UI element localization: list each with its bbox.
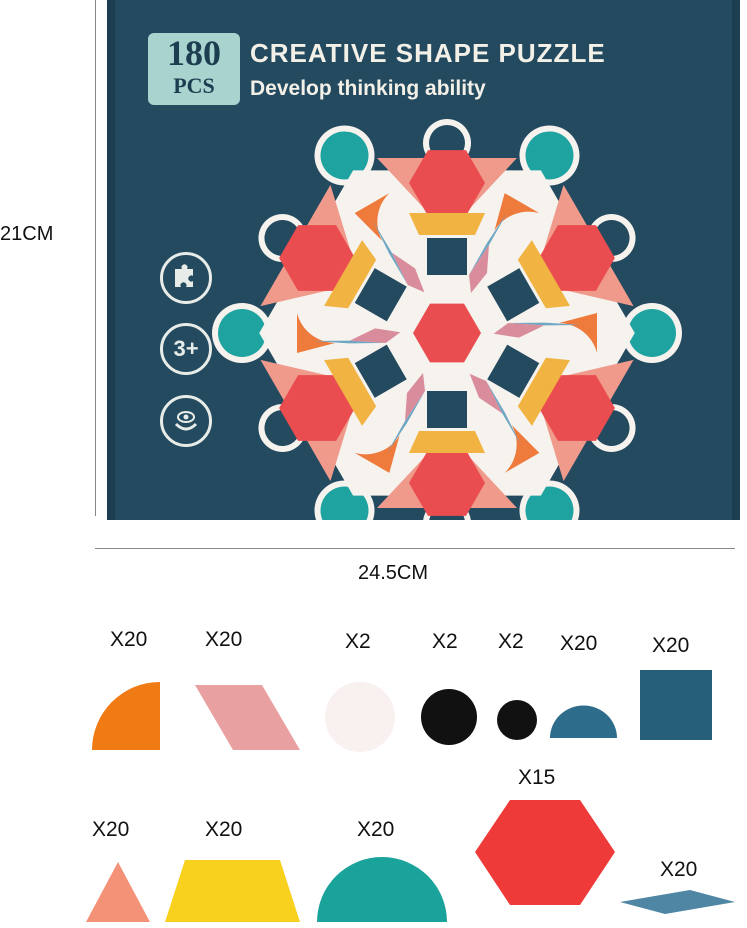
small-semicircle-piece — [550, 705, 617, 738]
quantity-label-medium-circle: X2 — [432, 630, 458, 653]
blue-rhombus — [313, 340, 386, 344]
navy-square — [487, 268, 540, 322]
rhombus-piece — [620, 890, 735, 914]
blue-rhombus — [508, 322, 581, 326]
quantity-label-hexagon: X15 — [518, 766, 556, 789]
teal-semicircle — [525, 486, 574, 520]
box-flap-left — [107, 0, 115, 520]
box-flap-right — [732, 0, 740, 520]
teal-semicircle — [525, 131, 574, 180]
teal-semicircle — [628, 309, 676, 357]
large-semicircle-piece — [317, 857, 447, 922]
puzzle-pieces-icon — [160, 252, 212, 304]
badge-number: 180 — [167, 33, 221, 73]
parallelogram-piece — [195, 685, 300, 750]
mauve-rhombus — [349, 328, 401, 343]
hexagon-piece — [475, 800, 615, 905]
quantity-label-semicircle-large: X20 — [357, 818, 395, 841]
orange-quarter — [297, 313, 335, 353]
red-hexagon — [538, 225, 615, 291]
red-hexagon — [279, 375, 356, 441]
blue-rhombus — [387, 391, 425, 453]
pieces-illustration — [86, 670, 735, 922]
mauve-rhombus — [469, 245, 489, 293]
mandala-illustration — [212, 119, 682, 520]
triangle-piece — [86, 862, 150, 922]
red-hexagon — [409, 150, 485, 216]
navy-square — [487, 344, 540, 398]
yellow-trapezoid — [324, 357, 377, 426]
square-piece — [640, 670, 712, 740]
height-label: 21CM — [0, 223, 54, 245]
quantity-label-triangle: X20 — [92, 818, 130, 841]
width-dimension-line — [95, 548, 735, 549]
navy-square — [427, 391, 467, 428]
quantity-label-trapezoid: X20 — [205, 818, 243, 841]
yellow-trapezoid — [409, 213, 485, 235]
quantity-label-rhombus: X20 — [660, 858, 698, 881]
quantity-label-small-circle: X2 — [498, 630, 524, 653]
teal-semicircle — [320, 486, 369, 520]
height-dimension-line — [95, 0, 96, 516]
badge-unit: PCS — [173, 73, 215, 98]
eye-hand-icon — [160, 395, 212, 447]
yellow-trapezoid — [409, 431, 485, 453]
yellow-trapezoid — [517, 357, 570, 426]
red-hexagon — [279, 225, 356, 291]
navy-square — [354, 344, 407, 398]
red-hexagon — [538, 375, 615, 441]
piece-count-badge: 180 PCS — [148, 33, 240, 105]
orange-quarter — [354, 434, 400, 473]
blue-rhombus — [469, 213, 507, 275]
mauve-rhombus — [405, 373, 425, 421]
orange-quarter — [494, 193, 540, 232]
quarter-circle-piece — [92, 682, 160, 750]
center-red-hexagon — [413, 303, 481, 363]
medium-circle-piece — [421, 689, 477, 745]
orange-quarter — [354, 193, 390, 242]
orange-quarter — [559, 313, 597, 353]
width-label: 24.5CM — [358, 562, 429, 584]
quantity-label-large-circle: X2 — [345, 630, 371, 653]
teal-semicircle — [320, 131, 369, 180]
quantity-label-parallelogram: X20 — [205, 628, 243, 651]
quantity-label-quarter-circle: X20 — [110, 628, 148, 651]
orange-quarter — [504, 424, 540, 473]
quantity-label-square: X20 — [652, 634, 690, 657]
navy-square — [427, 238, 467, 275]
box-subtitle: Develop thinking ability — [250, 77, 486, 100]
mauve-rhombus — [391, 252, 425, 293]
teal-semicircle — [218, 309, 266, 357]
yellow-trapezoid — [324, 240, 377, 309]
navy-square — [354, 268, 407, 322]
small-circle-piece — [497, 700, 537, 740]
blue-rhombus — [486, 381, 521, 445]
quantity-label-semicircle-small: X20 — [560, 632, 598, 655]
mauve-rhombus — [493, 323, 545, 338]
trapezoid-piece — [165, 860, 300, 922]
age-3-plus-icon: 3+ — [160, 323, 212, 375]
mauve-rhombus — [469, 373, 503, 414]
red-hexagon — [409, 450, 485, 516]
box-title: CREATIVE SHAPE PUZZLE — [250, 38, 606, 68]
yellow-trapezoid — [517, 240, 570, 309]
blue-rhombus — [373, 221, 408, 285]
large-circle-piece — [325, 682, 395, 752]
